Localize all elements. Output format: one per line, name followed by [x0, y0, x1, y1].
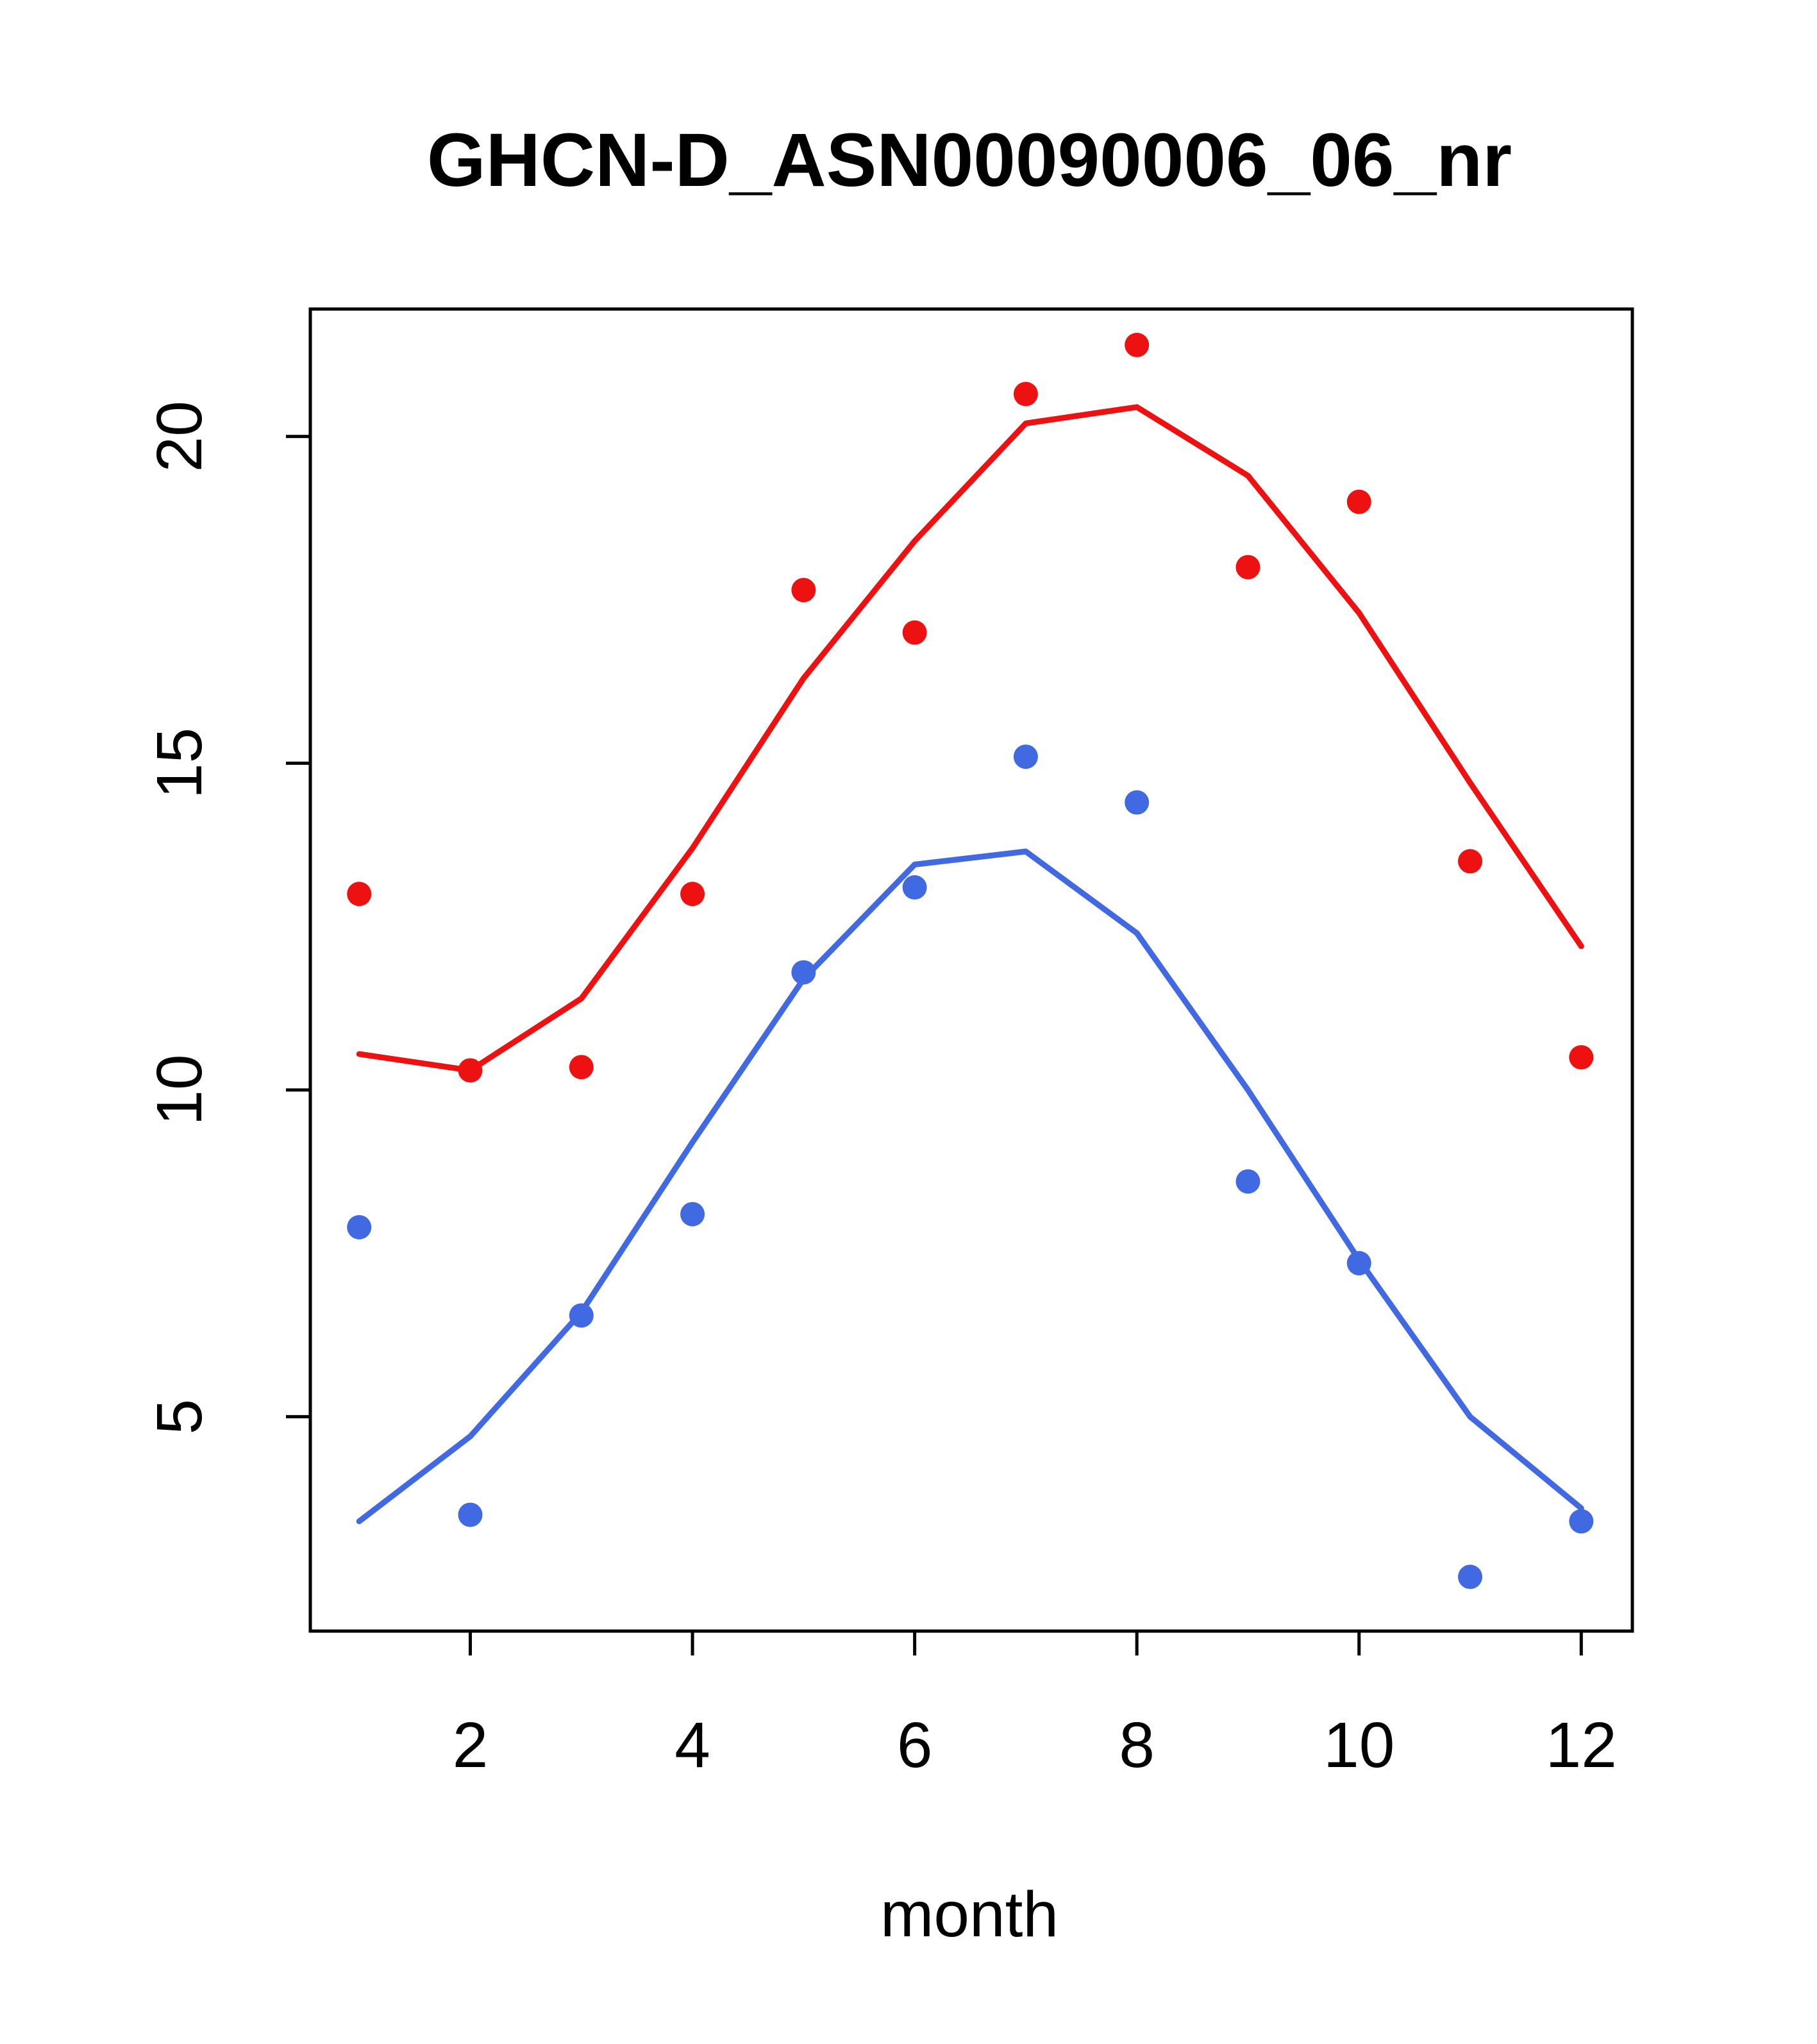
- red-points-dot: [1013, 381, 1038, 406]
- x-tick-label: 4: [674, 1709, 710, 1781]
- blue-points-dot: [680, 1202, 705, 1227]
- red-line: [356, 404, 1584, 1073]
- blue-points-dot: [569, 1303, 594, 1328]
- y-tick-label: 5: [144, 1399, 215, 1435]
- red-points-dot: [791, 578, 816, 603]
- plot-frame: [308, 307, 1634, 1633]
- red-points-dot: [1569, 1045, 1594, 1070]
- blue-points-dot: [347, 1215, 372, 1240]
- x-tick-label: 10: [1323, 1709, 1394, 1781]
- blue-points-dot: [1235, 1169, 1260, 1194]
- x-tick-label: 6: [897, 1709, 933, 1781]
- y-tick-label: 15: [144, 728, 215, 799]
- blue-points-dot: [1125, 790, 1150, 815]
- y-tick-label: 20: [144, 401, 215, 472]
- x-tick-label: 12: [1546, 1709, 1617, 1781]
- blue-points-dot: [1346, 1251, 1371, 1276]
- x-axis-title: month: [880, 1879, 1059, 1950]
- red-points-dot: [347, 882, 372, 907]
- blue-points-dot: [1458, 1564, 1483, 1589]
- blue-points-dot: [1013, 744, 1038, 769]
- blue-points-dot: [1569, 1509, 1594, 1534]
- blue-points-dot: [458, 1502, 483, 1527]
- red-points-dot: [458, 1058, 483, 1083]
- red-points-dot: [1125, 333, 1150, 358]
- x-tick-label: 8: [1119, 1709, 1155, 1781]
- red-points-dot: [902, 620, 927, 645]
- red-points-dot: [1458, 849, 1483, 874]
- red-points-dot: [569, 1055, 594, 1080]
- x-tick-label: 2: [453, 1709, 489, 1781]
- red-points-dot: [1235, 555, 1260, 580]
- plot-content: 2 4 6 8 10 12 5 10 15 20: [144, 333, 1617, 1781]
- chart-title: GHCN-D_ASN00090006_06_nr: [427, 118, 1512, 203]
- blue-points-dot: [902, 875, 927, 900]
- red-points-dot: [680, 882, 705, 907]
- blue-points-dot: [791, 960, 816, 985]
- y-tick-label: 10: [144, 1054, 215, 1125]
- blue-line: [356, 848, 1584, 1525]
- red-points-dot: [1346, 489, 1371, 514]
